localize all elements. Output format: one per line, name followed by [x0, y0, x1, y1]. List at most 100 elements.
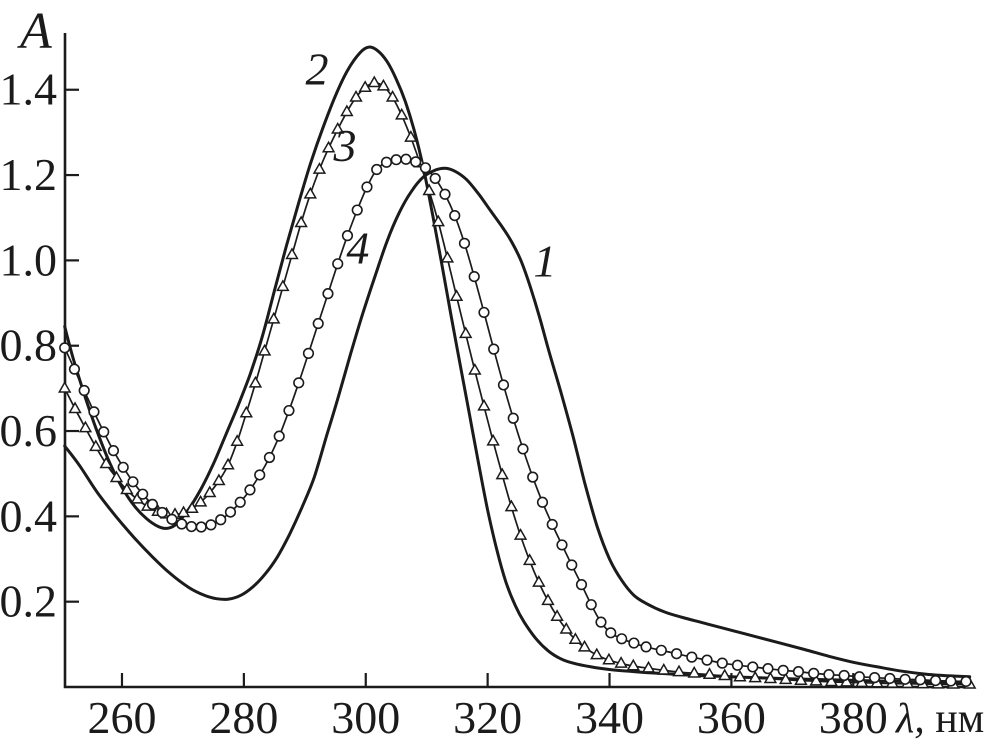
circle-marker [566, 559, 578, 571]
curve-label-1: 1 [533, 235, 556, 286]
circle-marker [361, 181, 373, 193]
circle-marker [400, 153, 412, 165]
triangle-marker [687, 665, 701, 678]
x-tick-label: 300 [331, 692, 400, 743]
circle-marker [215, 514, 227, 526]
circle-marker [507, 412, 519, 424]
circle-marker [716, 657, 728, 669]
circle-marker [701, 654, 713, 666]
circle-marker [185, 520, 198, 533]
triangle-marker [99, 456, 113, 469]
circle-marker [478, 306, 490, 319]
circle-marker [546, 518, 558, 531]
lambda-symbol: λ, [896, 696, 925, 742]
triangle-marker [58, 380, 72, 393]
circle-marker [107, 445, 120, 457]
triangle-marker [203, 485, 217, 498]
circle-marker [312, 317, 324, 330]
triangle-marker [590, 647, 604, 660]
circle-marker [670, 648, 683, 660]
triangle-marker [285, 247, 299, 260]
circle-marker [166, 513, 178, 525]
circle-marker [98, 426, 110, 438]
curve-label-2: 2 [305, 43, 328, 94]
circle-marker [205, 519, 217, 531]
circle-marker [332, 258, 344, 270]
triangle-marker [568, 632, 583, 644]
circle-marker [351, 204, 363, 216]
x-tick-label: 340 [575, 692, 644, 743]
triangle-marker [778, 672, 793, 685]
circle-marker [254, 469, 266, 481]
triangle-marker [185, 501, 199, 514]
circle-marker [556, 539, 568, 551]
triangle-marker [702, 667, 717, 679]
circle-marker [884, 672, 896, 685]
circle-marker [263, 451, 276, 464]
circle-marker [945, 675, 957, 687]
triangle-marker [794, 673, 808, 685]
triangle-marker [809, 673, 823, 686]
x-axis-unit: нм [924, 696, 985, 742]
triangle-marker [824, 674, 839, 687]
circle-marker [808, 667, 820, 679]
circle-marker [283, 404, 295, 417]
curve-2 [63, 45, 972, 685]
triangle-marker [239, 405, 253, 418]
y-tick-label: 0.8 [0, 320, 57, 371]
triangle-marker [331, 121, 345, 134]
circle-marker [575, 579, 588, 591]
triangle-marker [385, 90, 400, 102]
ticks: 260 280 300 320 340 360 380 0.2 0.4 0.6 0.8 1.0 1.2 1… [0, 64, 888, 743]
triangle-marker [257, 343, 272, 356]
triangle-marker [89, 439, 103, 452]
circle-marker [616, 633, 628, 645]
triangle-marker [321, 140, 336, 153]
triangle-marker [602, 652, 616, 665]
circle-marker [429, 172, 441, 185]
triangle-marker [477, 398, 491, 411]
circle-marker [439, 188, 451, 200]
circle-marker [322, 288, 334, 300]
curve-1-line [63, 166, 972, 679]
circle-marker [468, 270, 480, 283]
triangle-marker [312, 162, 327, 174]
triangle-marker [193, 494, 208, 507]
circle-marker [117, 461, 129, 473]
circle-marker [960, 675, 972, 688]
triangle-marker [641, 660, 656, 673]
circle-marker [88, 406, 100, 418]
circle-marker [686, 651, 698, 663]
x-tick-label: 360 [697, 692, 766, 743]
triangle-marker [577, 639, 592, 652]
circle-marker [497, 379, 510, 391]
triangle-marker [626, 658, 640, 671]
circle-marker [195, 521, 207, 533]
triangle-marker [718, 668, 732, 681]
circle-marker [371, 163, 383, 176]
x-axis-title: λ, нм [896, 698, 984, 740]
circle-marker [273, 430, 285, 442]
circle-marker [224, 506, 237, 518]
triangle-marker [449, 289, 464, 301]
triangle-marker [212, 473, 226, 486]
triangle-marker [559, 621, 573, 634]
curve-4-markers [59, 153, 972, 688]
circle-marker [655, 644, 667, 656]
triangle-marker [486, 433, 500, 446]
curve-3-markers [58, 75, 977, 689]
curve-2-line [63, 45, 972, 685]
triangle-marker [532, 575, 546, 587]
triangle-marker [422, 183, 436, 196]
triangle-marker [513, 528, 528, 540]
circle-marker [823, 669, 835, 681]
circle-marker [929, 675, 942, 687]
triangle-marker [276, 279, 290, 292]
circle-marker [628, 637, 640, 649]
curve-1 [63, 166, 972, 679]
triangle-marker [78, 420, 93, 433]
y-tick-label: 1.2 [0, 149, 57, 200]
triangle-marker [459, 326, 473, 339]
